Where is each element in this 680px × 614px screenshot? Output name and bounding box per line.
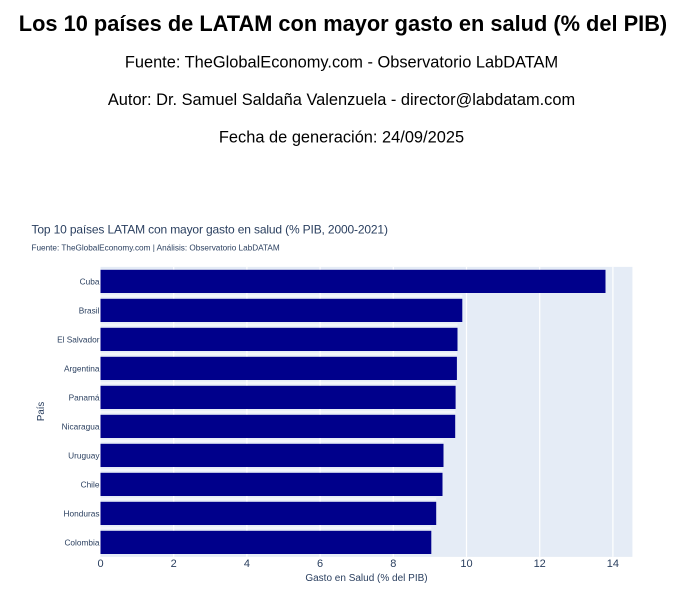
svg-text:Honduras: Honduras — [64, 508, 100, 518]
svg-text:Top 10 países LATAM con mayor: Top 10 países LATAM con mayor gasto en s… — [32, 222, 388, 236]
svg-text:Fuente: TheGlobalEconomy.com |: Fuente: TheGlobalEconomy.com | Análisis:… — [32, 244, 280, 253]
svg-text:Fuente: TheGlobalEconomy.com -: Fuente: TheGlobalEconomy.com - Observato… — [125, 53, 558, 71]
svg-text:Autor: Dr. Samuel Saldaña Vale: Autor: Dr. Samuel Saldaña Valenzuela - d… — [108, 91, 575, 109]
svg-text:Fecha de generación: 24/09/202: Fecha de generación: 24/09/2025 — [219, 128, 464, 146]
svg-text:Cuba: Cuba — [80, 276, 100, 286]
svg-text:6: 6 — [317, 558, 323, 570]
svg-text:14: 14 — [607, 558, 619, 570]
svg-text:El Salvador: El Salvador — [57, 334, 100, 344]
svg-text:Los 10 países de LATAM con may: Los 10 países de LATAM con mayor gasto e… — [19, 11, 667, 36]
svg-text:Chile: Chile — [81, 479, 100, 489]
svg-text:Panamá: Panamá — [69, 392, 100, 402]
svg-text:Nicaragua: Nicaragua — [62, 421, 100, 431]
svg-text:País: País — [36, 402, 47, 422]
svg-text:Argentina: Argentina — [64, 363, 100, 373]
svg-text:Brasil: Brasil — [79, 305, 100, 315]
svg-text:12: 12 — [534, 558, 546, 570]
svg-text:Gasto en Salud (% del PIB): Gasto en Salud (% del PIB) — [305, 573, 427, 584]
svg-text:8: 8 — [390, 558, 396, 570]
svg-text:10: 10 — [460, 558, 472, 570]
svg-text:0: 0 — [97, 558, 103, 570]
svg-text:Colombia: Colombia — [64, 537, 99, 547]
svg-text:4: 4 — [244, 558, 250, 570]
svg-text:Uruguay: Uruguay — [68, 450, 100, 460]
svg-text:2: 2 — [171, 558, 177, 570]
